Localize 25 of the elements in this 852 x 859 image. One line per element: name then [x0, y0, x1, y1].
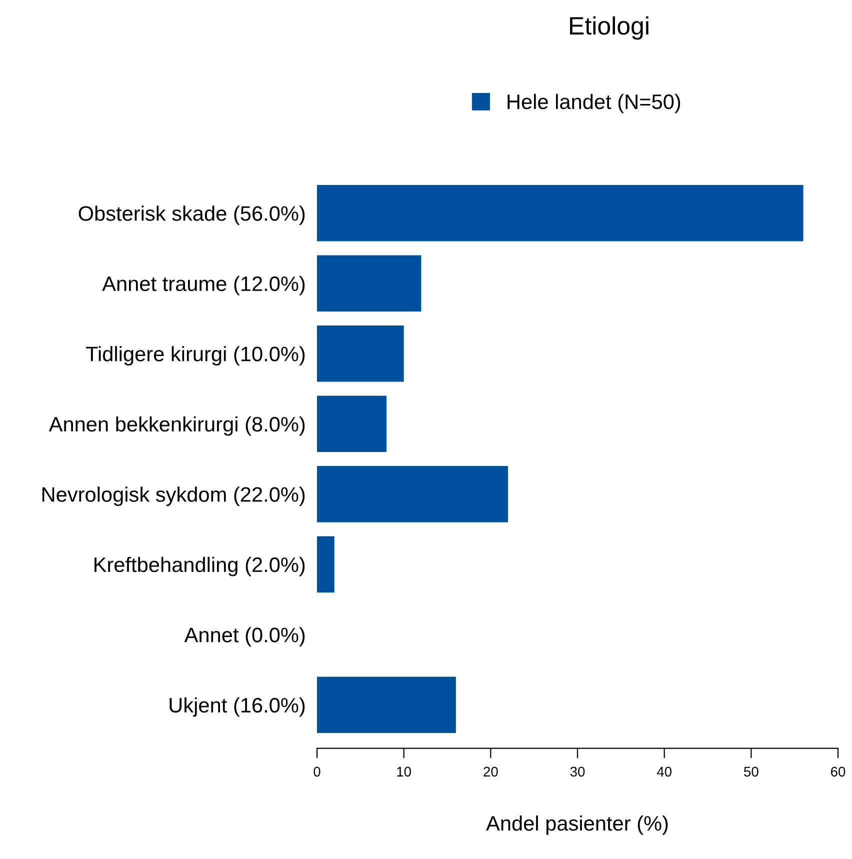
- bar: [317, 536, 334, 592]
- legend-label: Hele landet (N=50): [508, 94, 680, 114]
- y-tick-label: Nevrologisk sykdom (22.0%): [42, 486, 305, 506]
- y-tick-label: Kreftbehandling (2.0%): [94, 556, 305, 576]
- bar: [317, 326, 404, 382]
- y-tick-label: Annet (0.0%): [184, 627, 305, 646]
- bar: [317, 466, 508, 522]
- x-tick-label: 50: [744, 766, 758, 777]
- x-tick-label: 10: [397, 766, 412, 777]
- y-tick-label: Ukjent (16.0%): [170, 697, 305, 717]
- x-tick-label: 60: [830, 766, 846, 777]
- y-tick-label: Obsterisk skade (56.0%): [78, 206, 305, 225]
- x-tick-label: 20: [484, 766, 498, 777]
- bar: [317, 185, 804, 242]
- bar: [317, 396, 386, 452]
- bar: [317, 676, 456, 733]
- y-tick-label: Tidligere kirurgi (10.0%): [86, 346, 305, 366]
- x-tick-label: 30: [570, 766, 585, 777]
- y-tick-label: Annet traume (12.0%): [102, 276, 305, 296]
- x-axis-title: Andel pasienter (%): [486, 815, 668, 835]
- bar: [317, 255, 422, 312]
- y-tick-label: Annen bekkenkirurgi (8.0%): [48, 416, 305, 436]
- x-tick-label: 0: [314, 766, 320, 777]
- chart-title: Etiologi: [570, 16, 648, 40]
- x-tick-label: 40: [656, 766, 672, 777]
